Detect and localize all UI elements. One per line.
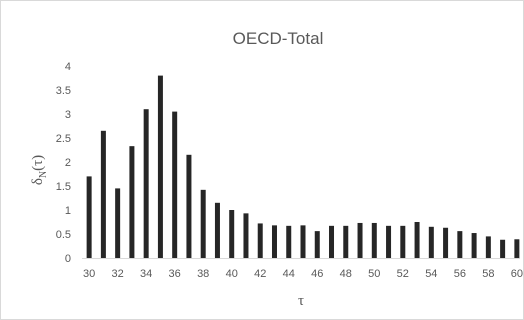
- bar: [400, 225, 406, 258]
- bar: [329, 225, 335, 258]
- bar: [357, 222, 363, 258]
- bar: [229, 210, 235, 258]
- x-tick-label: 40: [226, 268, 238, 280]
- bar: [157, 75, 163, 258]
- x-tick-label: 34: [140, 268, 152, 280]
- bar: [485, 236, 491, 258]
- y-tick-label: 2: [65, 157, 71, 169]
- x-tick-label: 54: [425, 268, 437, 280]
- bar: [257, 223, 263, 258]
- x-tick-label: 32: [112, 268, 124, 280]
- bar: [514, 239, 520, 258]
- y-tick-label: 1: [65, 205, 71, 217]
- bar: [343, 225, 349, 258]
- x-tick-label: 36: [169, 268, 181, 280]
- y-tick-label: 3: [65, 109, 71, 121]
- y-axis-label-rest: (τ): [30, 155, 46, 171]
- bar: [371, 222, 377, 258]
- x-tick-label: 48: [340, 268, 352, 280]
- bar: [86, 176, 92, 258]
- y-tick-label: 1.5: [56, 181, 71, 193]
- y-axis-label-main: δ: [30, 178, 46, 185]
- bar: [286, 225, 292, 258]
- bar: [100, 130, 106, 258]
- bar: [414, 222, 420, 258]
- bar: [214, 202, 220, 258]
- bar: [172, 111, 178, 258]
- bar: [443, 227, 449, 258]
- bar: [471, 233, 477, 258]
- x-tick-label: 60: [511, 268, 523, 280]
- x-tick-label: 38: [197, 268, 209, 280]
- chart-title: OECD-Total: [233, 29, 324, 48]
- bar: [500, 239, 506, 258]
- y-tick-label: 3.5: [56, 85, 71, 97]
- x-tick-label: 50: [368, 268, 380, 280]
- x-tick-label: 52: [397, 268, 409, 280]
- x-tick-label: 44: [283, 268, 295, 280]
- bar: [129, 146, 135, 258]
- bar: [143, 109, 149, 258]
- bar: [186, 154, 192, 258]
- y-tick-label: 2.5: [56, 133, 71, 145]
- bar: [271, 225, 277, 258]
- x-tick-label: 30: [83, 268, 95, 280]
- bar: [314, 231, 320, 258]
- x-axis-ticks: 30 32 34 36 38 40 42 44 46 48 50 52 54 56 58 60: [83, 268, 523, 280]
- x-tick-label: 46: [311, 268, 323, 280]
- bar: [386, 225, 392, 258]
- y-tick-label: 4: [65, 61, 71, 73]
- x-axis-label: τ: [298, 293, 304, 309]
- y-axis-ticks: 0 0.5 1 1.5 2 2.5 3 3.5 4: [56, 61, 71, 265]
- y-tick-label: 0: [65, 253, 71, 265]
- bar: [300, 225, 306, 258]
- y-tick-label: 0.5: [56, 229, 71, 241]
- bar: [115, 188, 121, 258]
- bar: [457, 231, 463, 258]
- bars: [86, 75, 520, 258]
- bar: [200, 189, 206, 258]
- y-axis-label: δN(τ): [30, 155, 49, 185]
- bar: [428, 226, 434, 258]
- y-axis-label-sub: N: [38, 171, 49, 178]
- x-tick-label: 56: [454, 268, 466, 280]
- bar: [243, 213, 249, 258]
- x-tick-label: 58: [482, 268, 494, 280]
- x-tick-label: 42: [254, 268, 266, 280]
